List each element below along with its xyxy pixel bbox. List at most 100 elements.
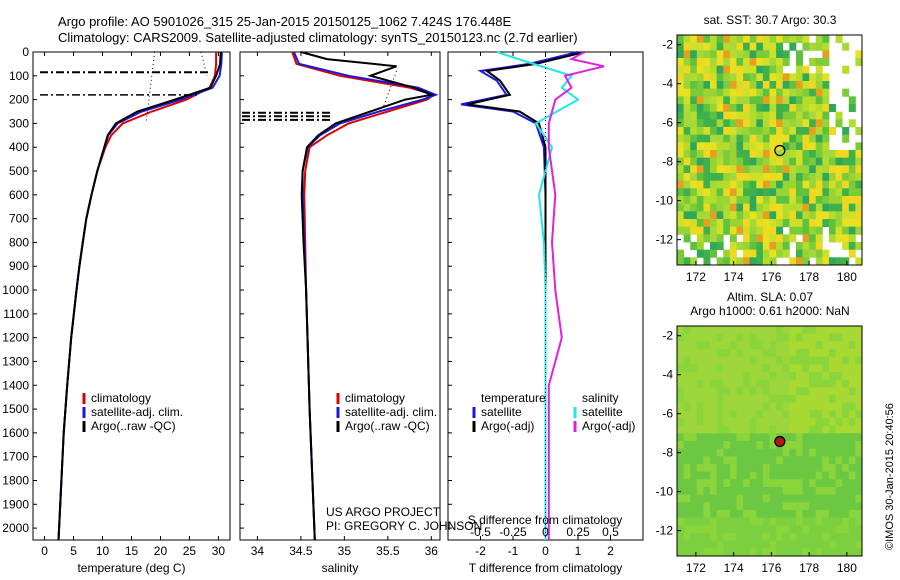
sst_map-cell bbox=[795, 203, 803, 212]
sla_map-cell bbox=[795, 533, 803, 542]
salinity-xtick-label: 35 bbox=[338, 544, 352, 558]
sst_map-cell bbox=[723, 58, 731, 67]
sst_map-cell bbox=[795, 249, 803, 258]
sla_map-cell bbox=[756, 379, 764, 388]
sst_map-cell bbox=[855, 142, 863, 151]
sst_map-cell bbox=[762, 111, 770, 120]
sst_map-cell bbox=[756, 157, 764, 166]
sst_map-cell bbox=[776, 35, 784, 44]
sla_map-cell bbox=[815, 425, 823, 434]
sst_map-cell bbox=[729, 180, 737, 189]
sla_map-cell bbox=[703, 487, 711, 496]
sst_map-cell bbox=[822, 111, 830, 120]
sla_map-cell bbox=[683, 402, 691, 411]
sla_map-cell bbox=[822, 533, 830, 542]
sla_map-cell bbox=[782, 364, 790, 373]
sla_map-cell bbox=[802, 487, 810, 496]
sla_map-cell bbox=[815, 456, 823, 465]
sla_map-cell bbox=[835, 487, 843, 496]
sla_map-cell bbox=[743, 341, 751, 350]
sla_map-cell bbox=[756, 387, 764, 396]
sla_map-cell bbox=[795, 364, 803, 373]
sla_map-cell bbox=[782, 326, 790, 335]
difference-xlabel: T difference from climatology bbox=[469, 561, 623, 575]
sst_map-cell bbox=[723, 157, 731, 166]
sla_map-cell bbox=[815, 540, 823, 549]
sst_map-cell bbox=[723, 35, 731, 44]
sla_map-cell bbox=[842, 379, 850, 388]
sla_map-cell bbox=[743, 402, 751, 411]
sla_map-cell bbox=[762, 356, 770, 365]
sst_map-cell bbox=[749, 219, 757, 228]
sla_map-cell bbox=[842, 533, 850, 542]
sla_map-cell bbox=[710, 487, 718, 496]
sst_map-cell bbox=[848, 157, 856, 166]
sst_map-cell bbox=[828, 157, 836, 166]
sla_map-cell bbox=[716, 333, 724, 342]
sla_map-cell bbox=[776, 418, 784, 427]
sla_map-cell bbox=[690, 395, 698, 404]
sla_map-cell bbox=[690, 525, 698, 534]
sla_map-cell bbox=[723, 533, 731, 542]
sla_map-cell bbox=[710, 533, 718, 542]
difference-temp-legend-label: Argo(-adj) bbox=[481, 419, 534, 433]
sla_map-cell bbox=[822, 548, 830, 557]
sst_map-cell bbox=[795, 196, 803, 205]
sla_map-cell bbox=[809, 341, 817, 350]
sla_map-cell bbox=[795, 525, 803, 534]
sst_map-cell bbox=[736, 180, 744, 189]
sst_map-cell bbox=[716, 65, 724, 74]
sst_map-cell bbox=[743, 242, 751, 251]
sst_map-cell bbox=[815, 73, 823, 82]
sla_map-cell bbox=[743, 418, 751, 427]
sla_map-cell bbox=[716, 441, 724, 450]
sla_map-cell bbox=[789, 387, 797, 396]
sla_map-cell bbox=[855, 341, 863, 350]
sst-map-title: sat. SST: 30.7 Argo: 30.3 bbox=[704, 13, 837, 27]
sla_map-cell bbox=[842, 441, 850, 450]
sla_map-cell bbox=[743, 425, 751, 434]
sla_map-cell bbox=[822, 525, 830, 534]
sst_map-cell bbox=[848, 234, 856, 243]
sst_map-cell bbox=[802, 226, 810, 235]
sst_map-cell bbox=[756, 104, 764, 113]
sla_map-cell bbox=[723, 464, 731, 473]
sla_map-cell bbox=[710, 502, 718, 511]
sla_map-cell bbox=[789, 402, 797, 411]
difference-x2tick-label: 0 bbox=[542, 525, 549, 539]
sst_map-cell bbox=[723, 196, 731, 205]
sst_map-ytick-label: -4 bbox=[662, 77, 673, 91]
sla_map-cell bbox=[842, 494, 850, 503]
sst_map-cell bbox=[822, 96, 830, 105]
temperature-xtick-label: 10 bbox=[96, 544, 110, 558]
temperature-series-0 bbox=[57, 52, 218, 541]
sla_map-cell bbox=[809, 448, 817, 457]
sst_map-cell bbox=[736, 127, 744, 136]
sst_map-cell bbox=[776, 88, 784, 97]
sla_map-cell bbox=[828, 379, 836, 388]
sla_map-cell bbox=[729, 487, 737, 496]
sla_map-cell bbox=[703, 433, 711, 442]
sla_map-cell bbox=[729, 533, 737, 542]
sla_map-cell bbox=[822, 356, 830, 365]
sla_map-cell bbox=[677, 418, 685, 427]
sla_map-cell bbox=[703, 425, 711, 434]
sst_map-cell bbox=[782, 165, 790, 174]
sst_map-cell bbox=[762, 150, 770, 159]
sst_map-cell bbox=[716, 35, 724, 44]
sst_map-cell bbox=[683, 203, 691, 212]
sla_map-cell bbox=[736, 387, 744, 396]
sst_map-cell bbox=[677, 65, 685, 74]
sla_map-cell bbox=[723, 372, 731, 381]
sla_map-cell bbox=[822, 364, 830, 373]
sst_map-cell bbox=[716, 88, 724, 97]
sla_map-cell bbox=[749, 456, 757, 465]
sst_map-cell bbox=[842, 257, 850, 266]
sla_map-cell bbox=[703, 517, 711, 526]
sst_map-cell bbox=[802, 203, 810, 212]
sla-map-subtitle: Argo h1000: 0.61 h2000: NaN bbox=[690, 304, 849, 318]
sst_map-cell bbox=[802, 257, 810, 266]
sst_map-cell bbox=[756, 142, 764, 151]
sla_map-cell bbox=[795, 448, 803, 457]
sst_map-cell bbox=[822, 119, 830, 128]
